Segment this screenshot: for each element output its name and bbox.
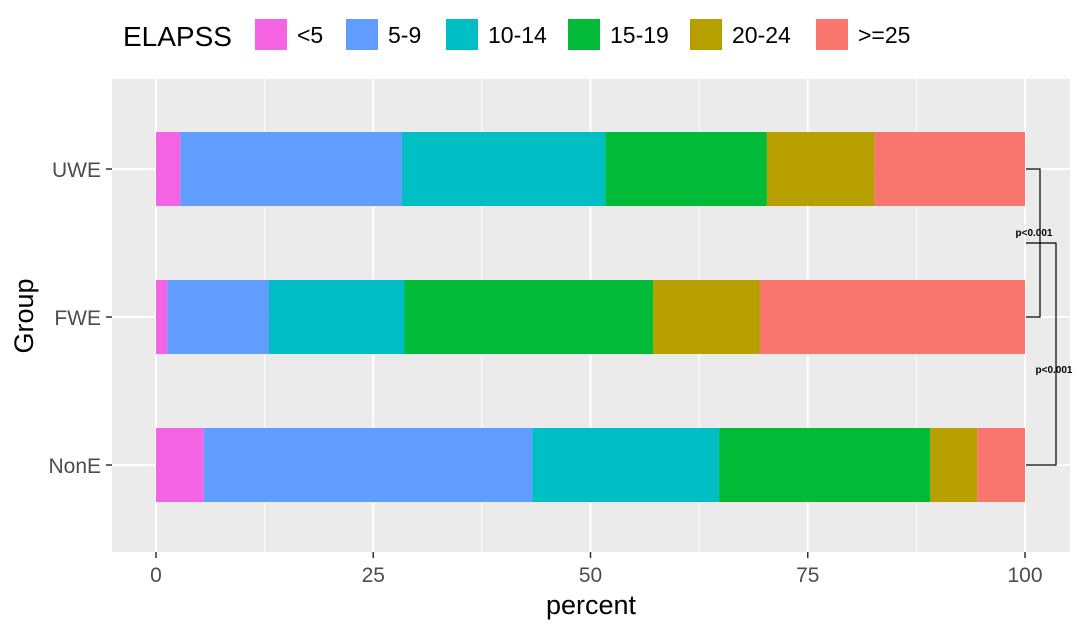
legend-label-10-14: 10-14	[488, 22, 547, 48]
bar-uwe-5-9	[180, 132, 402, 206]
legend-title: ELAPSS	[123, 21, 232, 52]
bar-none-15-19	[719, 428, 931, 502]
x-tick-label: 0	[150, 564, 162, 587]
bar-fwe-5-9	[167, 280, 269, 354]
legend-label-15-19: 15-19	[610, 22, 669, 48]
y-tick-label: FWE	[54, 307, 101, 330]
significance-annotations: p<0.001 p<0.001	[1016, 168, 1073, 466]
legend-label-ge25: >=25	[858, 22, 910, 48]
bar-none-ge25	[977, 428, 1025, 502]
legend-key-20-24	[690, 19, 722, 50]
significance-bracket	[1026, 242, 1057, 466]
y-tick-label: UWE	[52, 159, 101, 182]
bar-fwe-20-24	[653, 280, 760, 354]
bar-none-20-24	[930, 428, 978, 502]
x-axis: 0 25 50 75 100	[150, 552, 1043, 587]
bars	[156, 132, 1025, 502]
p-value-label: p<0.001	[1016, 228, 1053, 239]
x-tick-label: 100	[1007, 564, 1042, 587]
legend-key-5-9	[346, 19, 378, 50]
legend-key-15-19	[568, 19, 600, 50]
x-tick-label: 75	[796, 564, 819, 587]
y-axis: UWE FWE NonE	[48, 159, 112, 478]
y-axis-title: Group	[9, 278, 39, 353]
bar-uwe-15-19	[605, 132, 767, 206]
legend-label-5-9: 5-9	[388, 22, 421, 48]
bar-fwe-lt5	[156, 280, 168, 354]
bar-none-10-14	[532, 428, 720, 502]
bar-fwe-10-14	[268, 280, 405, 354]
bar-uwe-20-24	[766, 132, 875, 206]
x-tick-label: 25	[362, 564, 385, 587]
bar-fwe-15-19	[404, 280, 654, 354]
x-axis-title: percent	[546, 590, 637, 620]
x-tick-label: 50	[579, 564, 602, 587]
legend-key-10-14	[446, 19, 478, 50]
legend-label-20-24: 20-24	[732, 22, 791, 48]
bar-uwe-ge25	[874, 132, 1025, 206]
legend-key-lt5	[255, 19, 287, 50]
bar-none-lt5	[156, 428, 204, 502]
legend: ELAPSS <5 5-9 10-14 15-19 20-24 >=25	[123, 19, 910, 52]
legend-label-lt5: <5	[297, 22, 323, 48]
bar-uwe-lt5	[156, 132, 181, 206]
p-value-label: p<0.001	[1036, 365, 1073, 376]
bar-uwe-10-14	[401, 132, 606, 206]
bar-none-5-9	[203, 428, 533, 502]
bar-fwe-ge25	[759, 280, 1025, 354]
y-tick-label: NonE	[48, 455, 101, 478]
legend-key-ge25	[816, 19, 848, 50]
